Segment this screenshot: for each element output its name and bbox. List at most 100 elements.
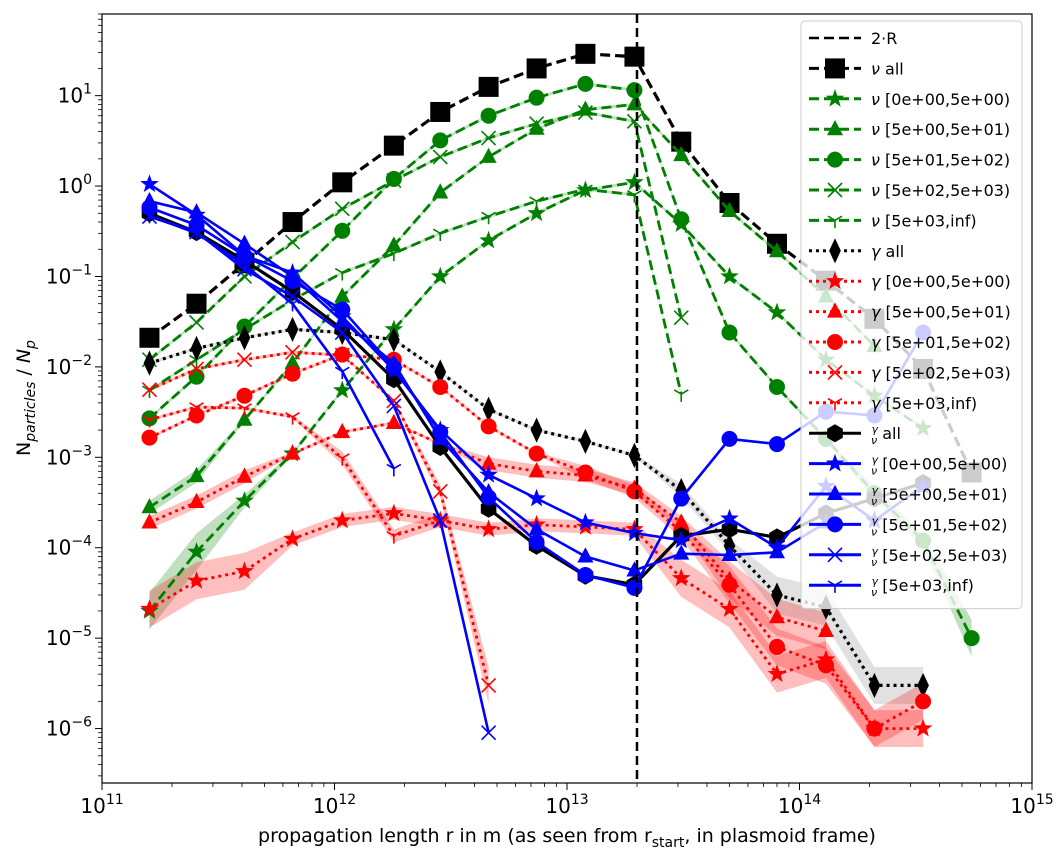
legend-box: [800, 20, 1023, 610]
line-nu-5e-00-5e-01: [148, 103, 876, 509]
point-nu-5e-01-5e-02-1: [188, 368, 205, 385]
point-ratio-5e-01-5e-02-2: [236, 247, 253, 264]
point-nu-all-11: [671, 131, 692, 152]
x-axis-label: propagation length r in m (as seen from …: [258, 825, 876, 851]
series-layer: [139, 43, 982, 741]
point-ratio-5e-00-5e-01-9: [577, 547, 594, 563]
line-gamma-all: [149, 327, 924, 687]
point-nu-5e-02-5e-03-1: [188, 314, 205, 331]
point-ratio-5e-02-5e-03-5: [386, 398, 402, 414]
legend-marker: [827, 215, 843, 229]
legend-label: 2·R: [871, 29, 897, 48]
legend-entry-nu-5e-00-5e-01: ν [5e+00,5e+01): [809, 120, 1010, 139]
legend-entry-gamma-0e-00-5e-00: γ [0e+00,5e+00): [809, 271, 1011, 291]
point-ratio-5e-01-5e-02-5: [385, 359, 402, 376]
point-gamma-0e-00-5e-00-16: [913, 718, 933, 737]
legend-label: γ [5e+00,5e+01): [871, 303, 1011, 322]
legend-label: ν [5e+02,5e+03): [871, 181, 1010, 200]
legend-label: ν [5e+01,5e+02): [871, 151, 1010, 170]
legend-marker: [827, 424, 843, 443]
series-gamma-5e-02-5e-03: [141, 344, 497, 693]
line-nu-5e-03-inf: [148, 187, 683, 395]
point-gamma-all-13: [771, 582, 783, 608]
legend-entry-nu-0e-00-5e-00: ν [0e+00,5e+00): [809, 89, 1010, 109]
legend-entry-gamma-5e-00-5e-01: γ [5e+00,5e+01): [809, 302, 1011, 322]
point-nu-all-1: [186, 293, 207, 314]
point-nu-5e-03-inf-11: [673, 389, 689, 402]
point-gamma-5e-02-5e-03-6: [432, 483, 448, 499]
legend-marker: [827, 397, 843, 411]
legend-marker: [825, 58, 845, 79]
point-gamma-5e-01-5e-02-12: [721, 576, 738, 593]
legend-label: γ all: [871, 242, 904, 261]
point-gamma-5e-01-5e-02-2: [236, 387, 253, 404]
point-nu-5e-02-5e-03-7: [481, 130, 497, 146]
point-ratio-0e-00-5e-00-7: [479, 465, 498, 483]
point-ratio-5e-01-5e-02-6: [432, 424, 449, 441]
point-nu-5e-00-5e-01-7: [480, 147, 497, 163]
point-nu-5e-00-5e-01-1: [188, 466, 205, 483]
point-nu-all-6: [430, 101, 451, 122]
line-ratio-5e-03-inf: [149, 214, 396, 470]
series-nu-5e-03-inf: [142, 184, 689, 402]
point-nu-5e-03-inf-6: [432, 228, 448, 242]
point-gamma-5e-00-5e-01-14: [817, 621, 834, 637]
point-gamma-5e-02-5e-03-5: [386, 393, 402, 409]
point-gamma-5e-02-5e-03-0: [141, 382, 158, 398]
point-nu-5e-03-inf-10: [627, 189, 642, 203]
point-gamma-5e-01-5e-02-7: [480, 418, 497, 435]
legend-marker: [827, 484, 843, 500]
legend-marker: [827, 364, 843, 380]
point-gamma-5e-01-5e-02-1: [188, 407, 205, 424]
point-ratio-5e-01-5e-02-13: [768, 436, 785, 453]
point-gamma-5e-01-5e-02-0: [141, 429, 158, 446]
point-gamma-5e-02-5e-03-2: [236, 352, 253, 368]
point-ratio-5e-00-5e-01-4: [334, 312, 351, 328]
point-gamma-0e-00-5e-00-2: [235, 561, 254, 580]
point-gamma-all-12: [723, 533, 736, 559]
point-nu-5e-00-5e-01-9: [577, 100, 594, 116]
point-gamma-5e-00-5e-01-4: [334, 422, 351, 439]
point-gamma-0e-00-5e-00-3: [283, 529, 302, 547]
point-ratio-5e-03-inf-2: [237, 259, 252, 273]
legend-marker: [827, 547, 843, 563]
point-gamma-0e-00-5e-00-1: [187, 571, 206, 589]
point-ratio-0e-00-5e-00-0: [140, 174, 159, 193]
point-nu-all-7: [478, 76, 499, 97]
point-ratio-5e-03-inf-5: [386, 463, 402, 477]
x-tick-label: 1012: [313, 792, 356, 818]
point-gamma-all-1: [190, 335, 203, 362]
point-gamma-5e-03-inf-2: [237, 403, 252, 416]
point-gamma-5e-03-inf-5: [386, 531, 402, 544]
legend-entry-nu-all: ν all: [809, 58, 904, 79]
point-gamma-0e-00-5e-00-13: [767, 664, 787, 682]
point-nu-5e-03-inf-9: [577, 184, 593, 198]
point-nu-5e-01-5e-02-6: [432, 132, 449, 149]
point-nu-5e-00-5e-01-4: [334, 287, 351, 303]
point-ratio-0e-00-5e-00-12: [720, 508, 739, 527]
point-nu-5e-00-5e-01-6: [432, 183, 449, 199]
point-gamma-5e-02-5e-03-7: [481, 677, 497, 693]
x-tick-label: 1014: [778, 792, 821, 818]
point-nu-5e-01-5e-02-13: [768, 378, 785, 395]
point-gamma-all-7: [482, 396, 495, 422]
point-nu-5e-00-5e-01-3: [284, 353, 301, 370]
point-gamma-5e-00-5e-01-1: [188, 492, 205, 509]
point-nu-0e-00-5e-00-1: [187, 542, 206, 560]
line-gamma-5e-00-5e-01: [148, 421, 827, 633]
point-nu-5e-02-5e-03-5: [386, 173, 402, 189]
point-ratio-5e-00-5e-01-11: [673, 544, 690, 560]
point-gamma-5e-03-inf-3: [285, 412, 300, 425]
point-nu-5e-00-5e-01-0: [141, 498, 158, 514]
legend-label: ν [5e+00,5e+01): [871, 120, 1010, 139]
point-gamma-all-2: [238, 325, 251, 351]
point-gamma-0e-00-5e-00-11: [671, 568, 691, 587]
point-nu-5e-02-5e-03-10: [626, 113, 642, 129]
point-ratio-5e-03-inf-3: [285, 298, 300, 312]
legend-marker: [825, 453, 845, 472]
